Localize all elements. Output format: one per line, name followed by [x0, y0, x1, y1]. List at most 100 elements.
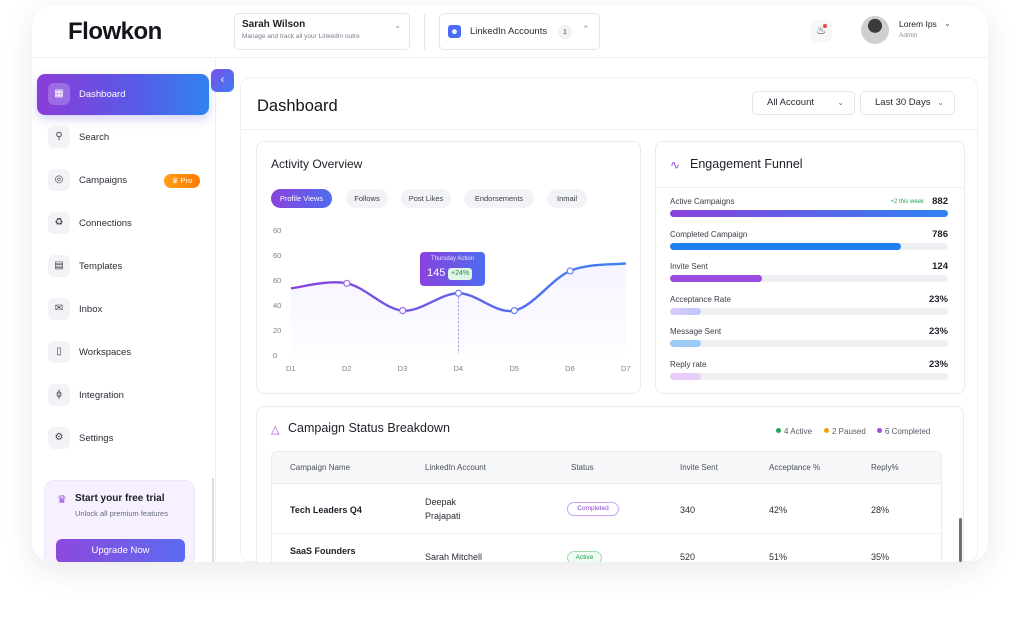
funnel-label: Completed Campaign	[670, 229, 748, 239]
column-header[interactable]: Acceptance %	[769, 463, 821, 472]
sidebar-item-label: Dashboard	[79, 89, 126, 100]
column-header[interactable]: Status	[571, 463, 594, 472]
date-range-select[interactable]: Last 30 Days ⌄	[860, 91, 955, 115]
reply-rate: 28%	[871, 505, 890, 515]
funnel-value: 124	[932, 261, 948, 272]
search-icon: ⚲	[48, 126, 70, 148]
column-header[interactable]: LinkedIn Account	[425, 463, 486, 472]
status-badge: Completed	[567, 502, 619, 516]
data-point[interactable]	[343, 279, 351, 287]
legend-dot	[824, 428, 829, 433]
data-point[interactable]	[510, 307, 518, 315]
sidebar-item-workspaces[interactable]: ▯ Workspaces	[37, 332, 209, 373]
column-header[interactable]: Reply%	[871, 463, 899, 472]
account-filter-select[interactable]: All Account ⌄	[752, 91, 855, 115]
y-tick: 60	[273, 251, 282, 260]
data-point[interactable]	[454, 289, 463, 297]
tab-endorsements[interactable]: Endorsements	[464, 189, 534, 208]
tooltip-change-badge: +24%	[448, 268, 473, 280]
trial-title: Start your free trial	[75, 493, 165, 504]
funnel-label: Message Sent	[670, 327, 722, 336]
grid-icon: ▦	[48, 83, 70, 105]
funnel-value: 23%	[928, 326, 948, 337]
funnel-progress-track	[670, 307, 948, 315]
funnel-label: Reply rate	[670, 359, 707, 369]
account-subtitle: Manage and track all your LinkedIn outre	[242, 33, 360, 40]
user-role: Admin	[899, 32, 918, 39]
sidebar-item-settings[interactable]: ⚙ Settings	[37, 418, 209, 459]
sidebar-item-label: Search	[79, 132, 110, 143]
funnel-label: Acceptance Rate	[670, 294, 731, 304]
sidebar-item-label: Settings	[79, 433, 114, 444]
sidebar-item-templates[interactable]: ▤ Templates	[37, 246, 209, 287]
chevron-up-icon: ⌃	[582, 24, 590, 34]
y-tick: 0	[273, 351, 278, 360]
gear-icon: ⚙	[48, 427, 70, 449]
funnel-label: Active Campaigns	[670, 197, 735, 206]
tab-profile-views[interactable]: Profile Views	[271, 189, 332, 208]
sidebar-item-integration[interactable]: ϕ Integration	[37, 375, 209, 416]
user-menu-chevron-icon[interactable]: ⌄	[944, 19, 951, 28]
main-scrollbar[interactable]	[959, 518, 962, 562]
legend-completed: 6 Completed	[877, 427, 930, 436]
legend-dot	[877, 428, 882, 433]
tab-follows[interactable]: Follows	[346, 189, 388, 208]
chevron-down-icon: ⌄	[837, 98, 844, 107]
account-switcher[interactable]: Sarah Wilson Manage and track all your L…	[234, 13, 410, 50]
sidebar-item-connections[interactable]: ♻ Connections	[37, 203, 209, 244]
status-badge: Active	[567, 551, 602, 562]
logo[interactable]: Flowkon	[68, 18, 162, 45]
sidebar-item-inbox[interactable]: ✉ Inbox	[37, 289, 209, 330]
activity-line-chart	[290, 262, 627, 354]
acceptance-rate: 42%	[769, 505, 788, 515]
user-name[interactable]: Lorem Ips	[899, 19, 937, 29]
crown-icon: ♛	[57, 494, 67, 506]
funnel-progress-fill	[670, 210, 948, 217]
funnel-progress-track	[670, 340, 948, 347]
sidebar-scrollbar[interactable]	[212, 478, 214, 562]
sidebar-item-label: Workspaces	[79, 347, 132, 358]
linkedin-network-icon: ☻	[448, 25, 461, 38]
linkedin-accounts-dropdown[interactable]: ☻ LinkedIn Accounts 1 ⌃	[439, 13, 600, 50]
column-header[interactable]: Invite Sent	[680, 463, 718, 472]
funnel-progress-fill	[670, 275, 762, 282]
series-area	[291, 263, 626, 354]
linkedin-accounts-count: 1	[558, 25, 572, 39]
sidebar-item-search[interactable]: ⚲ Search	[37, 117, 209, 158]
funnel-progress-fill	[670, 307, 701, 315]
x-tick: D3	[397, 364, 408, 373]
main-content: Dashboard All Account ⌄ Last 30 Days ⌄ A…	[240, 77, 979, 562]
tooltip-value: 145	[427, 267, 446, 279]
trial-description: Unlock all premium features	[75, 509, 168, 518]
sidebar: ▦ Dashboard ⚲ Search ◎ Campaigns ♛ Pro ♻…	[32, 58, 216, 562]
campaign-name: SaaS Founders	[290, 546, 356, 556]
megaphone-icon: △	[271, 424, 280, 436]
table-row[interactable]: Tech Leaders Q4 Deepak Prajapati Complet…	[272, 485, 941, 534]
sidebar-item-campaigns[interactable]: ◎ Campaigns ♛ Pro	[37, 160, 209, 201]
sidebar-item-label: Connections	[79, 218, 132, 229]
legend-label: 4 Active	[784, 427, 813, 436]
funnel-progress-track	[670, 372, 948, 380]
data-point[interactable]	[566, 267, 574, 275]
linkedin-account: Prajapati	[425, 511, 461, 521]
table-row[interactable]: SaaS Founders Sarah Mitchell Active 520 …	[272, 534, 941, 562]
free-trial-card: ♛ Start your free trial Unlock all premi…	[44, 480, 195, 562]
divider	[241, 129, 979, 130]
collapse-sidebar-button[interactable]: ‹	[211, 69, 234, 92]
column-header[interactable]: Campaign Name	[290, 463, 351, 472]
funnel-progress-fill	[670, 340, 701, 347]
data-point[interactable]	[399, 307, 407, 315]
activity-overview-card: Activity Overview Profile Views Follows …	[256, 141, 641, 394]
notification-bell-icon[interactable]: ♨	[810, 20, 832, 42]
tab-post-likes[interactable]: Post Likes	[401, 189, 451, 208]
x-tick: D5	[509, 364, 519, 373]
account-name: Sarah Wilson	[242, 19, 306, 30]
tab-inmail[interactable]: Inmail	[547, 189, 587, 208]
y-tick: 40	[273, 301, 282, 310]
x-tick: D6	[565, 364, 575, 373]
sidebar-item-dashboard[interactable]: ▦ Dashboard	[37, 74, 209, 115]
avatar[interactable]	[861, 16, 889, 44]
campaign-table: Campaign Name LinkedIn Account Status In…	[271, 451, 942, 562]
upgrade-now-button[interactable]: Upgrade Now	[56, 539, 185, 562]
chevron-down-icon: ⌄	[937, 98, 944, 107]
